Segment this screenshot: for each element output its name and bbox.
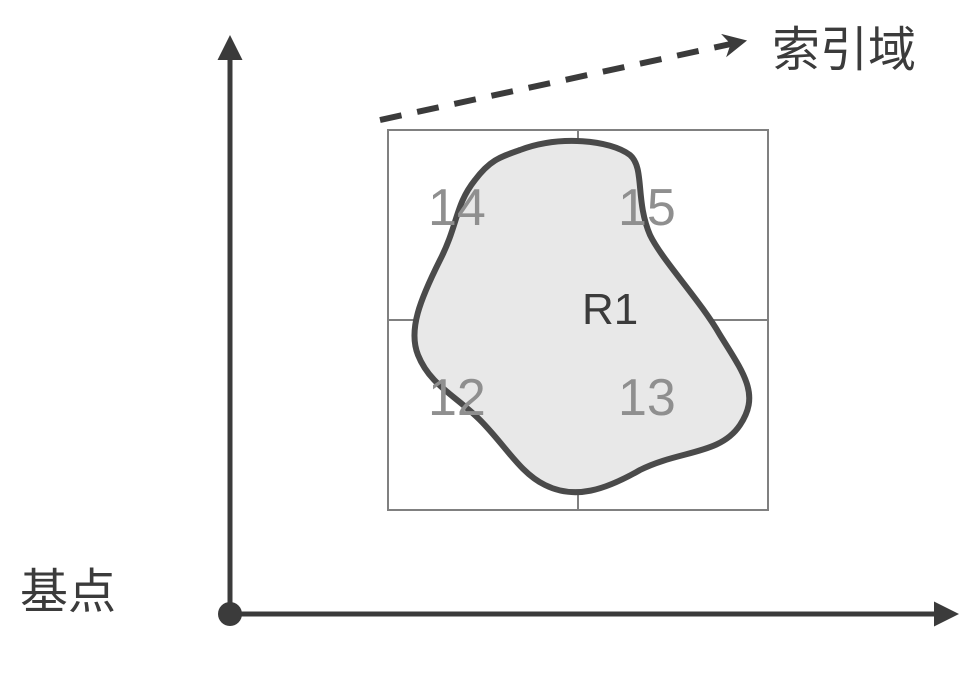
cell-label-13: 13 — [618, 368, 676, 428]
index-domain-arrow — [380, 42, 740, 120]
origin-dot — [218, 602, 242, 626]
cell-label-12: 12 — [428, 368, 486, 428]
cell-label-14: 14 — [428, 178, 486, 238]
label-base-point: 基点 — [20, 552, 116, 622]
region-label: R1 — [582, 285, 638, 335]
label-index-domain: 索引域 — [772, 10, 916, 80]
cell-label-15: 15 — [618, 178, 676, 238]
diagram-canvas — [0, 0, 974, 686]
